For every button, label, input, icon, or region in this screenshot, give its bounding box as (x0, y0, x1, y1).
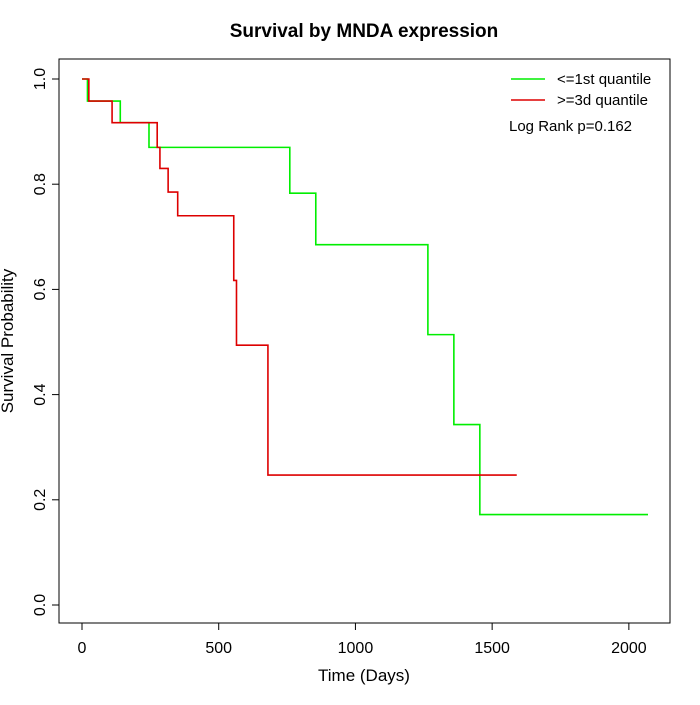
series-line-0 (82, 78, 648, 516)
legend-label-low: <=1st quantile (557, 71, 651, 88)
y-tick-label: 0.8 (32, 173, 49, 195)
x-tick-label: 0 (78, 640, 87, 657)
y-axis-label: Survival Probability (0, 268, 17, 413)
y-tick-label: 0.0 (32, 594, 49, 616)
y-tick-label: 0.6 (32, 278, 49, 300)
series-line-1 (82, 78, 517, 476)
x-tick-label: 1500 (474, 640, 510, 657)
x-axis-label: Time (Days) (318, 666, 410, 685)
y-tick-label: 0.2 (32, 489, 49, 511)
legend: <=1st quantile >=3d quantile Log Rank p=… (509, 71, 651, 135)
x-tick-label: 500 (205, 640, 232, 657)
x-axis: 0 500 1000 1500 2000 (78, 622, 647, 657)
x-tick-label: 1000 (338, 640, 374, 657)
y-tick-label: 0.4 (32, 383, 49, 405)
plot-frame (58, 58, 671, 624)
y-axis: 0.0 0.2 0.4 0.6 0.8 1.0 (32, 68, 60, 616)
series-layer (82, 78, 648, 516)
legend-label-high: >=3d quantile (557, 92, 648, 109)
y-tick-label: 1.0 (32, 68, 49, 90)
chart-title: Survival by MNDA expression (230, 21, 499, 42)
x-tick-label: 2000 (611, 640, 647, 657)
log-rank-annotation: Log Rank p=0.162 (509, 118, 632, 135)
